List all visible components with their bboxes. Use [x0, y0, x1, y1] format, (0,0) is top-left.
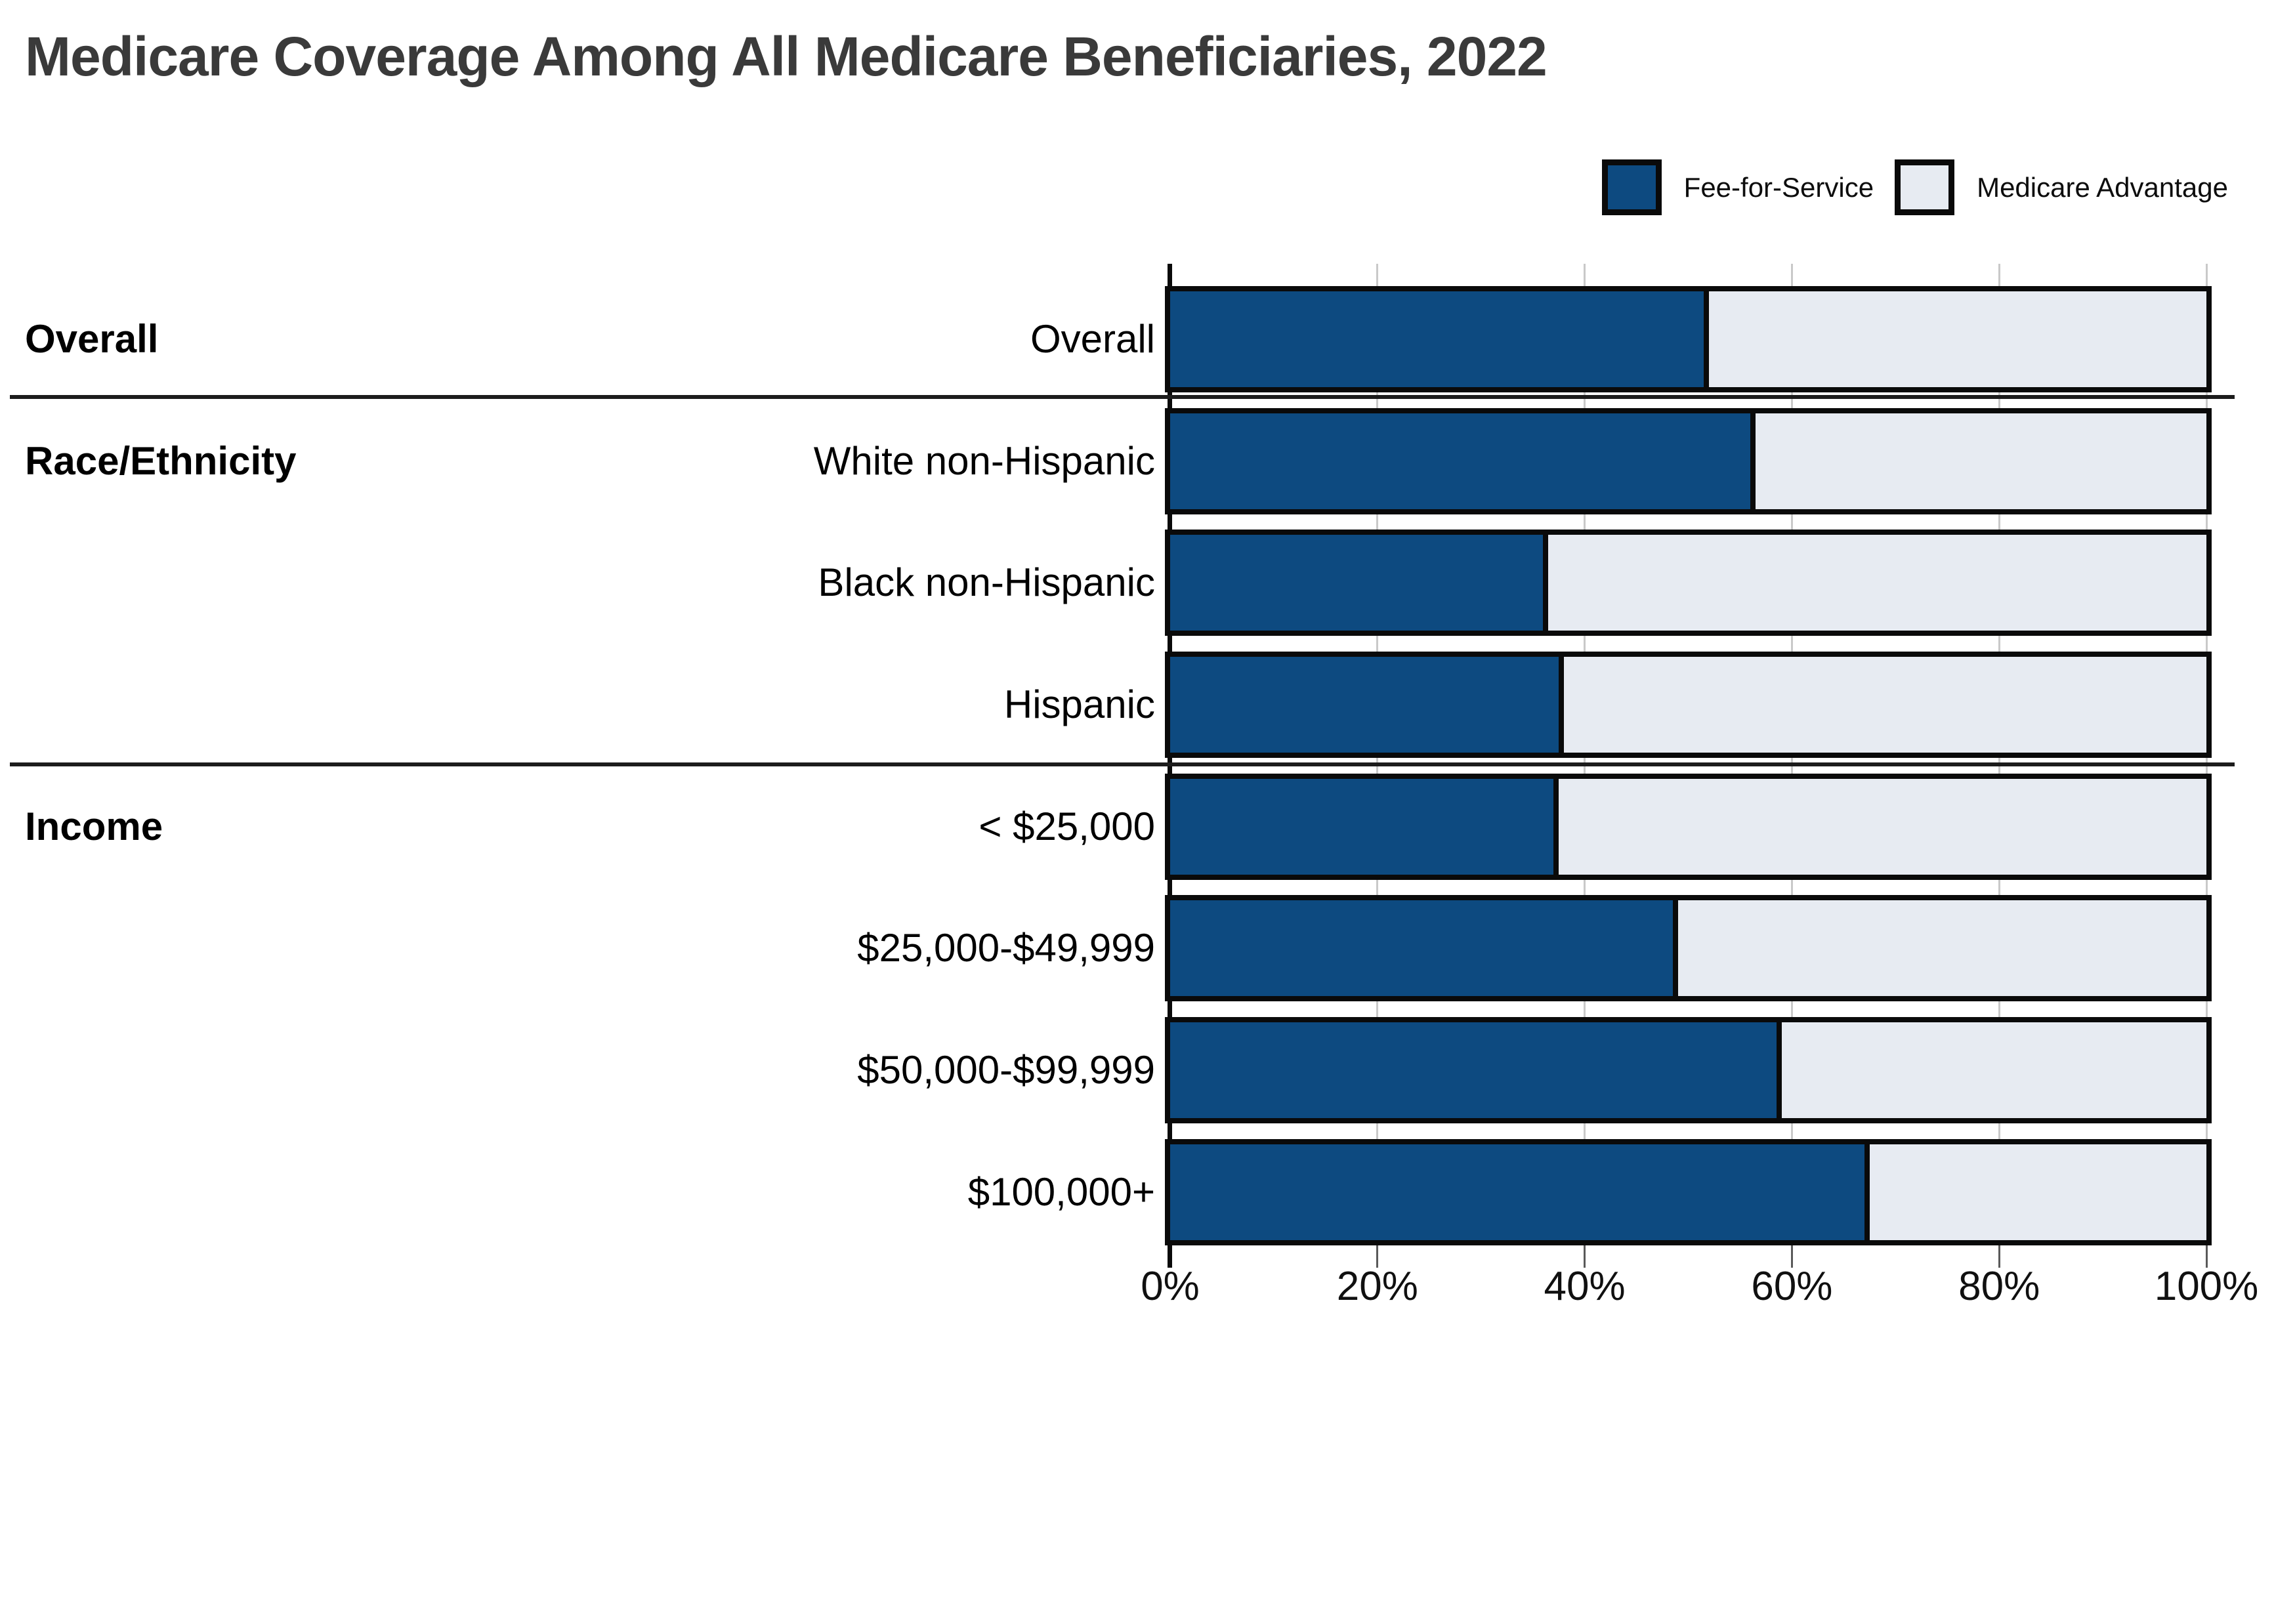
legend-item-medicare-advantage: Medicare Advantage	[1895, 159, 2228, 215]
fee-for-service-segment	[1170, 413, 1756, 509]
row-label: $25,000-$49,999	[857, 926, 1155, 970]
axis-tick-label: 20%	[1336, 1264, 1418, 1309]
fee-for-service-segment	[1170, 291, 1710, 387]
stacked-bar	[1165, 652, 2212, 758]
axis-tick-label: 100%	[2154, 1264, 2259, 1309]
section-label-race-ethnicity: Race/Ethnicity	[25, 439, 297, 483]
axis-tick-mark	[1584, 1245, 1586, 1268]
axis-tick-mark	[2205, 1245, 2208, 1268]
stacked-bar	[1165, 530, 2212, 636]
chart-title: Medicare Coverage Among All Medicare Ben…	[25, 26, 1548, 87]
legend-label-fee-for-service: Fee-for-Service	[1683, 171, 1874, 203]
row-label: White non-Hispanic	[813, 439, 1155, 483]
section-label-income: Income	[25, 804, 163, 848]
fee-for-service-segment	[1170, 1144, 1870, 1240]
stacked-bar	[1165, 408, 2212, 514]
legend-label-medicare-advantage: Medicare Advantage	[1977, 171, 2228, 203]
legend-item-fee-for-service: Fee-for-Service	[1601, 159, 1874, 215]
stacked-bar	[1165, 774, 2212, 880]
row-label: Hispanic	[1003, 682, 1155, 726]
axis-tick-mark	[1790, 1245, 1793, 1268]
axis-tick-mark	[1998, 1245, 2000, 1268]
axis-tick-mark	[1376, 1245, 1379, 1268]
row-label: Black non-Hispanic	[818, 560, 1155, 604]
row-label: $50,000-$99,999	[857, 1048, 1155, 1092]
row-label: Overall	[1030, 317, 1155, 361]
fee-for-service-segment	[1170, 779, 1559, 875]
stacked-bar	[1165, 895, 2212, 1001]
fee-for-service-segment	[1170, 900, 1678, 996]
stacked-bar	[1165, 1139, 2212, 1245]
group-divider-line	[10, 762, 2235, 766]
row-label: < $25,000	[979, 804, 1155, 848]
axis-tick-label: 40%	[1544, 1264, 1626, 1309]
group-divider-line	[10, 395, 2235, 399]
medicare-advantage-swatch-icon	[1895, 159, 1955, 215]
fee-for-service-segment	[1170, 535, 1549, 631]
stacked-bar	[1165, 286, 2212, 392]
axis-tick-label: 0%	[1141, 1264, 1200, 1309]
stacked-bar	[1165, 1017, 2212, 1123]
fee-for-service-swatch-icon	[1601, 159, 1662, 215]
fee-for-service-segment	[1170, 657, 1565, 753]
legend: Fee-for-Service Medicare Advantage	[1601, 159, 2228, 215]
fee-for-service-segment	[1170, 1022, 1782, 1118]
section-label-overall: Overall	[25, 317, 159, 361]
axis-tick-label: 80%	[1958, 1264, 2040, 1309]
axis-tick-label: 60%	[1751, 1264, 1833, 1309]
row-label: $100,000+	[967, 1170, 1155, 1214]
